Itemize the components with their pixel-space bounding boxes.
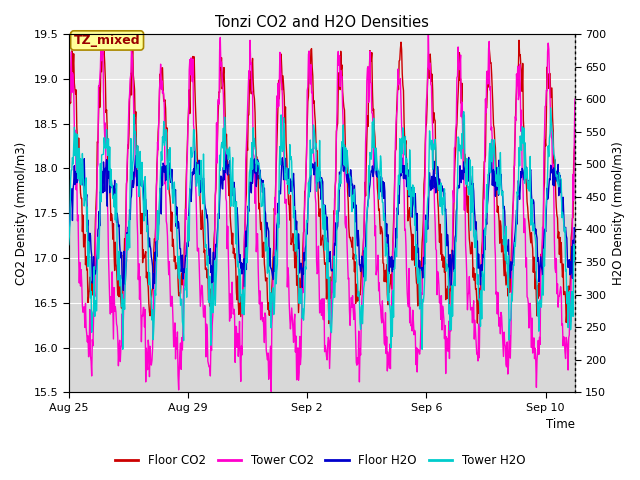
Y-axis label: H2O Density (mmol/m3): H2O Density (mmol/m3) bbox=[612, 141, 625, 285]
Bar bbox=[68, 34, 575, 213]
X-axis label: Time: Time bbox=[546, 419, 575, 432]
Y-axis label: CO2 Density (mmol/m3): CO2 Density (mmol/m3) bbox=[15, 142, 28, 285]
Legend: Floor CO2, Tower CO2, Floor H2O, Tower H2O: Floor CO2, Tower CO2, Floor H2O, Tower H… bbox=[110, 449, 530, 472]
Text: TZ_mixed: TZ_mixed bbox=[74, 34, 140, 47]
Title: Tonzi CO2 and H2O Densities: Tonzi CO2 and H2O Densities bbox=[215, 15, 429, 30]
Bar bbox=[68, 213, 575, 393]
